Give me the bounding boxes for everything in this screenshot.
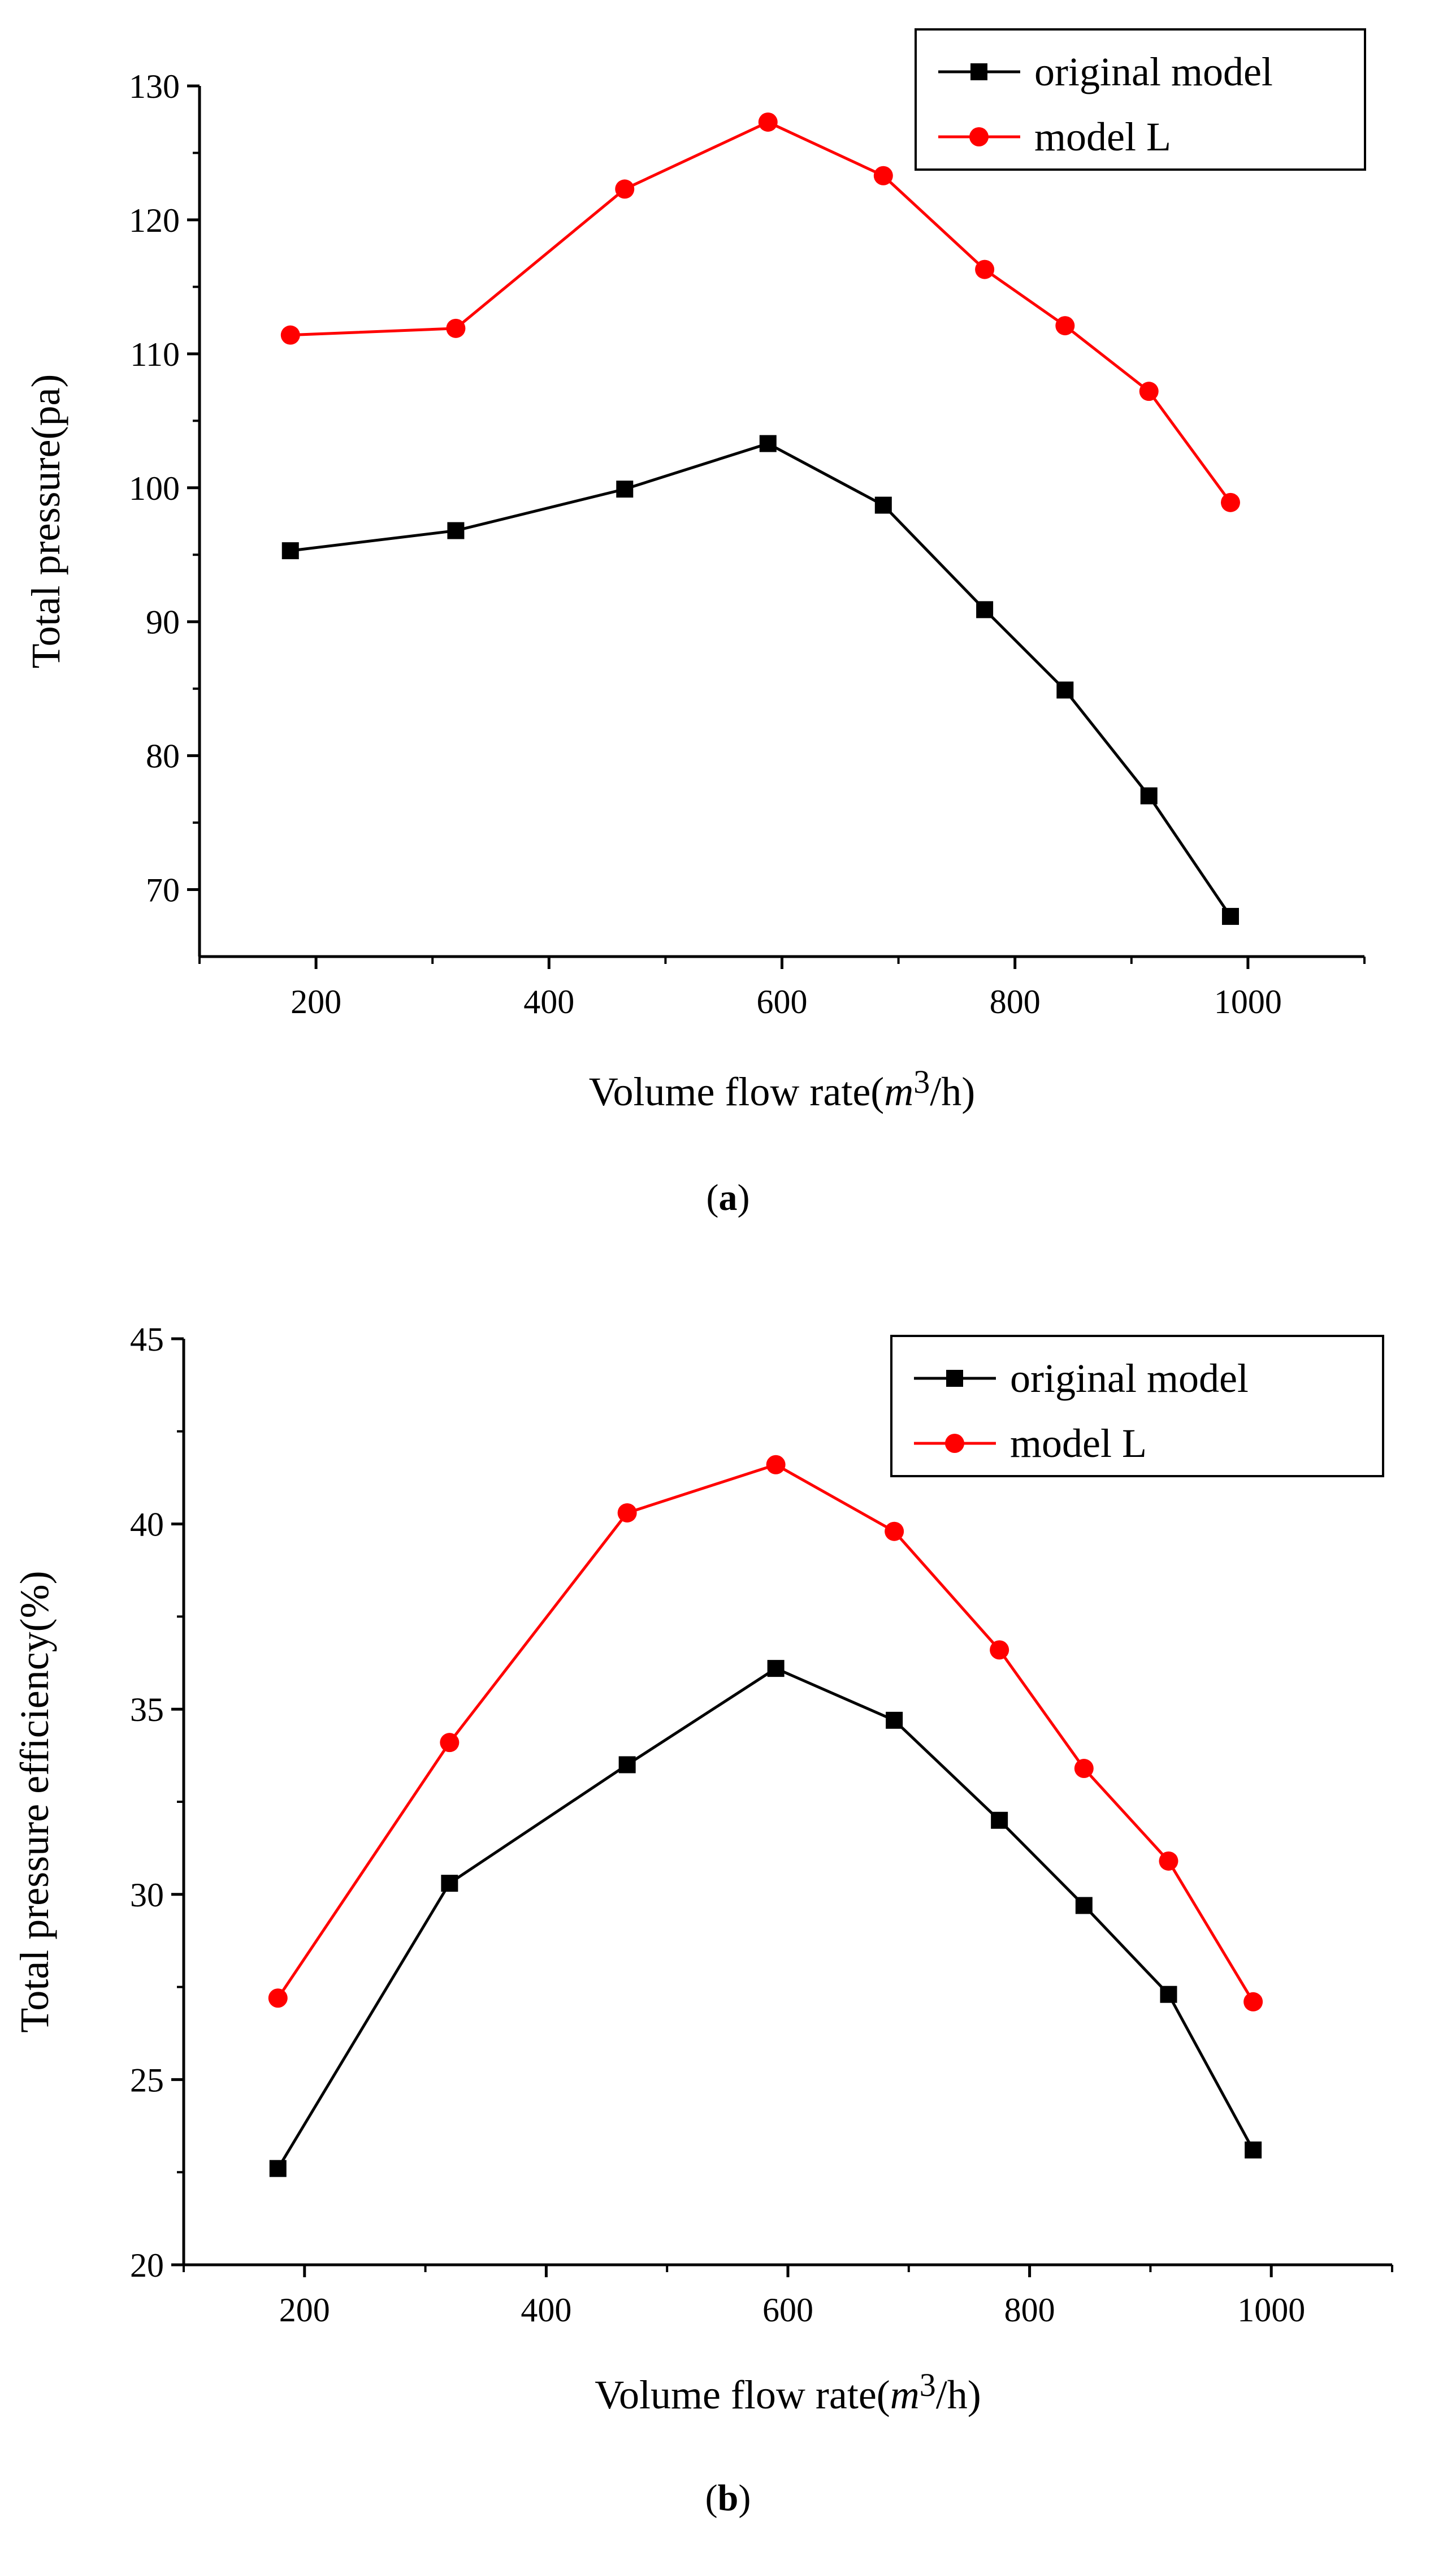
y-axis-title: Total pressure(pa) [23, 374, 68, 669]
data-point [1075, 1897, 1093, 1914]
chart-panel-a: 70 80 90 100 110 120 130 200 400 600 800 1000 Total … [23, 28, 1366, 1218]
legend-label: model L [1034, 114, 1171, 159]
data-point [280, 325, 300, 345]
legend: original model model L [915, 28, 1366, 171]
x-tick-label: 200 [279, 2291, 330, 2329]
series-line-1 [276, 1463, 1255, 2003]
x-axis-title-text: Volume flow rate( [595, 2372, 890, 2417]
x-tick-label: 400 [523, 983, 574, 1020]
data-point [1159, 1851, 1178, 1871]
legend-marker [945, 1434, 964, 1453]
x-axis-title-unit: m [884, 1069, 913, 1114]
data-point [873, 166, 893, 185]
data-point [1221, 907, 1239, 925]
data-point [975, 259, 995, 279]
x-tick-label: 800 [990, 983, 1041, 1020]
y-tick-label: 40 [130, 1506, 164, 1543]
panel-label-letter: b [718, 2477, 739, 2519]
data-point [268, 1988, 288, 2008]
data-point [766, 1455, 786, 1474]
data-point [281, 542, 299, 560]
x-axis-title-text: Volume flow rate( [589, 1069, 885, 1114]
legend-label: original model [1010, 1356, 1249, 1401]
x-tick-label: 200 [291, 983, 341, 1020]
x-tick-label: 400 [521, 2291, 571, 2329]
legend-label: original model [1034, 49, 1273, 94]
x-tick-label: 1000 [1214, 983, 1282, 1020]
data-point [1245, 2141, 1262, 2159]
data-point [618, 1756, 636, 1774]
y-tick-label: 30 [130, 1876, 164, 1914]
legend-marker [969, 127, 989, 146]
panel-label-letter: a [719, 1177, 738, 1218]
x-tick-label: 600 [757, 983, 808, 1020]
y-tick-label: 80 [146, 738, 180, 775]
legend-marker [970, 63, 987, 80]
data-point [885, 1521, 904, 1541]
data-point [1220, 492, 1240, 512]
data-point [759, 435, 777, 452]
data-point [758, 112, 778, 132]
y-tick-label: 20 [130, 2247, 164, 2284]
x-axis-title-unit-rest: /h) [930, 1069, 975, 1114]
y-tick-label: 110 [130, 336, 180, 373]
x-axis-title-unit: m [890, 2372, 920, 2417]
x-axis-title: Volume flow rate(m3/h) [595, 2367, 981, 2417]
x-axis-title-exponent: 3 [920, 2367, 936, 2403]
y-tick-label: 70 [146, 872, 180, 909]
data-point [269, 2160, 287, 2177]
data-point [1056, 681, 1074, 699]
data-point [976, 601, 994, 618]
x-tick-label: 1000 [1237, 2291, 1305, 2329]
y-tick-label: 35 [130, 1691, 164, 1728]
data-point [1074, 1759, 1094, 1779]
legend: original model model L [890, 1335, 1384, 1477]
data-point [990, 1640, 1009, 1660]
y-axis-title: Total pressure efficiency(%) [12, 1571, 57, 2032]
y-tick-label: 45 [130, 1321, 164, 1358]
y-tick-label: 25 [130, 2061, 164, 2099]
x-axis-title: Volume flow rate(m3/h) [589, 1063, 976, 1114]
series-line-0 [290, 442, 1232, 918]
y-tick-label: 100 [129, 470, 180, 507]
panel-label: (b) [705, 2477, 751, 2519]
data-point [447, 522, 465, 539]
data-point [1160, 1986, 1177, 2003]
series-line-0 [276, 1667, 1255, 2169]
data-point [440, 1733, 460, 1753]
data-point [616, 481, 634, 498]
data-point [617, 1503, 637, 1522]
data-point [874, 496, 892, 514]
data-point [446, 318, 466, 338]
data-point [615, 179, 635, 199]
panel-label: (a) [707, 1177, 750, 1218]
legend-marker [946, 1370, 963, 1387]
data-point [991, 1811, 1008, 1829]
data-point [1243, 1992, 1263, 2012]
legend-box [890, 1335, 1384, 1477]
legend-label: model L [1010, 1421, 1147, 1466]
x-tick-label: 600 [762, 2291, 813, 2329]
y-tick-label: 90 [146, 604, 180, 641]
legend-box [915, 28, 1366, 171]
data-point [767, 1660, 785, 1677]
data-point [886, 1711, 903, 1729]
y-tick-label: 120 [129, 202, 180, 239]
data-point [1055, 316, 1075, 336]
x-axis-title-exponent: 3 [913, 1063, 930, 1100]
chart-panel-b: 20 25 30 35 40 45 200 400 600 800 1000 Total pressu… [12, 1321, 1393, 2519]
data-point [1140, 787, 1158, 804]
x-tick-label: 800 [1004, 2291, 1055, 2329]
y-tick-label: 130 [129, 68, 180, 105]
data-point [1139, 382, 1159, 401]
x-axis-title-unit-rest: /h) [936, 2372, 981, 2417]
data-point [441, 1875, 458, 1892]
